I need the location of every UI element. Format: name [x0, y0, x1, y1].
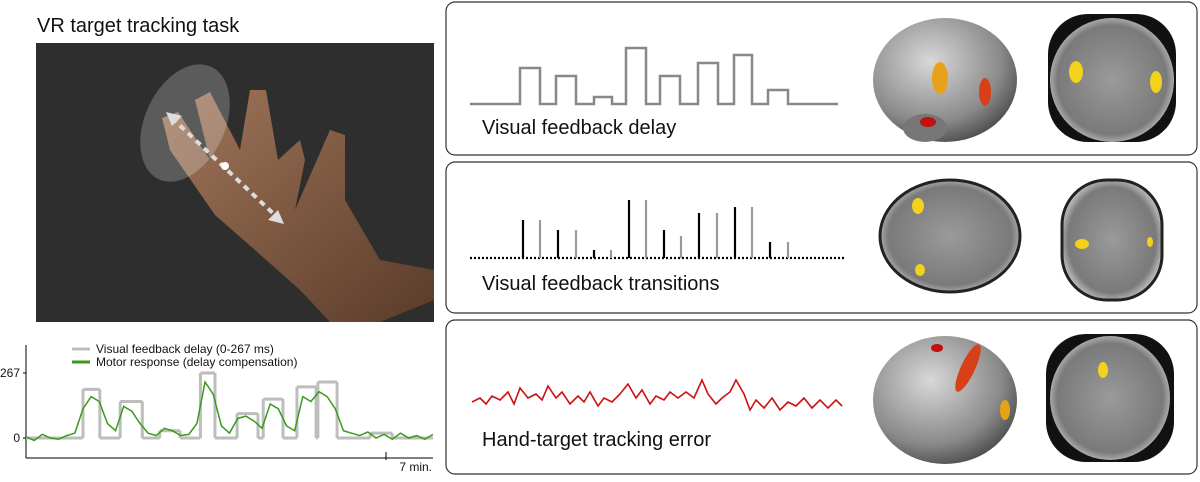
delay-signal	[470, 46, 838, 106]
panel-label: Visual feedback delay	[482, 117, 676, 139]
brain-images	[873, 14, 1176, 464]
panel-frame	[445, 319, 1198, 475]
legend-label: Visual feedback delay (0-267 ms)	[96, 342, 274, 356]
y-tick-label: 267	[0, 366, 20, 380]
panel-frame	[445, 161, 1198, 314]
transition-signal	[470, 200, 846, 260]
delay-plot: 7 min. 0 267 Visual feedback delay (0-267 …	[0, 342, 434, 474]
legend-label: Motor response (delay compensation)	[96, 355, 297, 369]
panel-frame	[445, 1, 1198, 156]
panel-label: Visual feedback transitions	[482, 273, 720, 295]
x-axis-label: 7 min.	[399, 460, 432, 474]
figure-title: VR target tracking task	[37, 15, 240, 37]
panel-label: Hand-target tracking error	[482, 429, 711, 451]
line	[25, 380, 434, 442]
hand	[140, 64, 434, 322]
error-signal	[471, 378, 843, 412]
y-tick-label: 0	[13, 431, 20, 445]
